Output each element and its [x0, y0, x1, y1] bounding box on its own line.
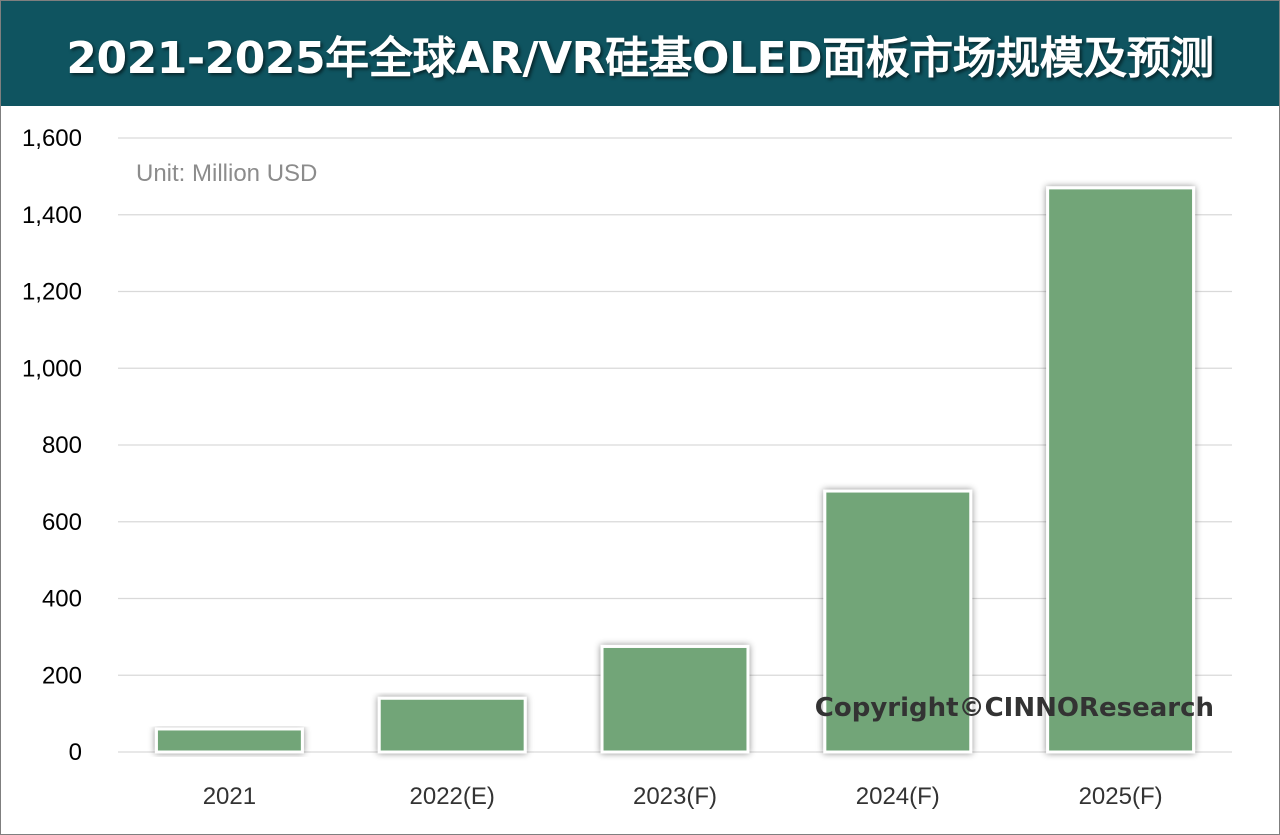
y-tick-label: 800	[42, 432, 82, 459]
x-tick-label: 2025(F)	[1079, 783, 1163, 810]
y-tick-label: 1,600	[22, 125, 82, 152]
bar-2024(F)	[823, 489, 973, 754]
y-tick-label: 600	[42, 509, 82, 536]
y-tick-label: 400	[42, 586, 82, 613]
bar-2023(F)	[600, 644, 750, 754]
x-tick-label: 2023(F)	[633, 783, 717, 810]
bar-2022(E)	[377, 696, 527, 754]
y-tick-label: 1,400	[22, 202, 82, 229]
y-tick-label: 200	[42, 662, 82, 689]
y-tick-label: 1,000	[22, 355, 82, 382]
x-tick-label: 2021	[203, 783, 256, 810]
chart-title: 2021-2025年全球AR/VR硅基OLED面板市场规模及预测	[66, 32, 1214, 84]
x-tick-label: 2024(F)	[856, 783, 940, 810]
copyright-annotation: Copyright©CINNOResearch	[815, 693, 1214, 723]
unit-label: Unit: Million USD	[136, 160, 317, 187]
title-bar: 2021-2025年全球AR/VR硅基OLED面板市场规模及预测	[1, 1, 1279, 106]
y-tick-label: 1,200	[22, 279, 82, 306]
x-tick-label: 2022(E)	[410, 783, 495, 810]
bar-2025(F)	[1046, 186, 1196, 754]
y-tick-label: 0	[69, 739, 82, 766]
bar-2021	[154, 727, 304, 754]
